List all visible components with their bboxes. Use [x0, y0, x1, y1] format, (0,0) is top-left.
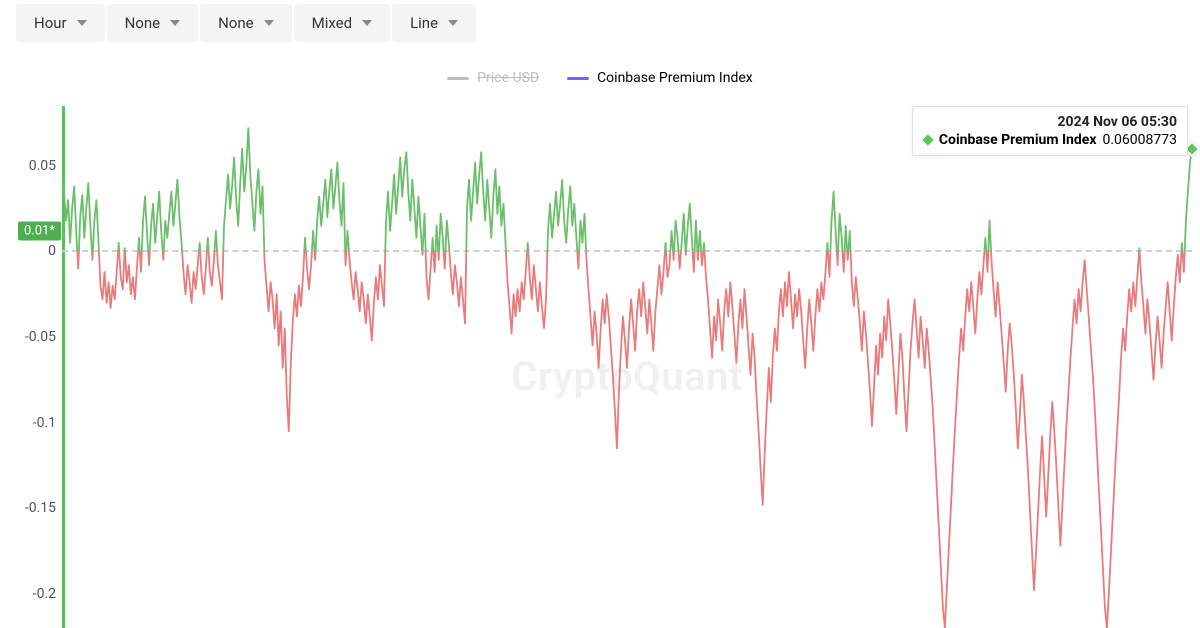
- y-value-badge: 0.01*: [18, 221, 61, 240]
- y-tick-label: -0.15: [25, 500, 56, 516]
- dropdown-label: None: [125, 14, 161, 32]
- chart-area: 0.05 0 -0.05 -0.1 -0.15 -0.2 0.01* CryptoQuant…: [0, 106, 1200, 628]
- legend-item-cpi[interactable]: Coinbase Premium Index: [567, 70, 753, 86]
- y-tick-label: 0.05: [29, 158, 56, 174]
- y-tick-label: -0.05: [25, 329, 56, 345]
- dropdown-chart-type[interactable]: Line: [392, 4, 476, 42]
- chevron-down-icon: [264, 20, 274, 26]
- legend-item-price[interactable]: Price USD: [447, 70, 539, 86]
- chart-tooltip: 2024 Nov 06 05:30 Coinbase Premium Index…: [912, 106, 1188, 156]
- y-axis: 0.05 0 -0.05 -0.1 -0.15 -0.2 0.01*: [0, 106, 62, 628]
- toolbar: Hour None None Mixed Line: [0, 0, 1200, 42]
- dropdown-interval[interactable]: Hour: [16, 4, 105, 42]
- chevron-down-icon: [170, 20, 180, 26]
- y-tick-label: -0.2: [33, 586, 56, 602]
- diamond-icon: [921, 133, 935, 147]
- chart-legend: Price USD Coinbase Premium Index: [0, 70, 1200, 86]
- chevron-down-icon: [77, 20, 87, 26]
- chart-series: [62, 106, 1192, 628]
- dropdown-label: Hour: [34, 14, 67, 32]
- legend-swatch: [447, 77, 469, 80]
- y-tick-label: -0.1: [33, 415, 56, 431]
- dropdown-label: Mixed: [312, 14, 352, 32]
- tooltip-series-label: Coinbase Premium Index: [939, 132, 1097, 148]
- dropdown-option-2[interactable]: None: [200, 4, 292, 42]
- plot-area[interactable]: CryptoQuant 2024 Nov 06 05:30 Coinbase P…: [62, 106, 1192, 628]
- dropdown-option-1[interactable]: None: [107, 4, 199, 42]
- legend-swatch: [567, 77, 589, 80]
- chevron-down-icon: [448, 20, 458, 26]
- legend-label: Price USD: [477, 70, 539, 86]
- chevron-down-icon: [362, 20, 372, 26]
- dropdown-scale[interactable]: Mixed: [294, 4, 390, 42]
- legend-label: Coinbase Premium Index: [597, 70, 753, 86]
- y-tick-label: 0: [48, 243, 56, 259]
- dropdown-label: Line: [410, 14, 438, 32]
- dropdown-label: None: [218, 14, 254, 32]
- tooltip-value: 0.06008773: [1102, 132, 1177, 148]
- tooltip-date: 2024 Nov 06 05:30: [923, 114, 1177, 130]
